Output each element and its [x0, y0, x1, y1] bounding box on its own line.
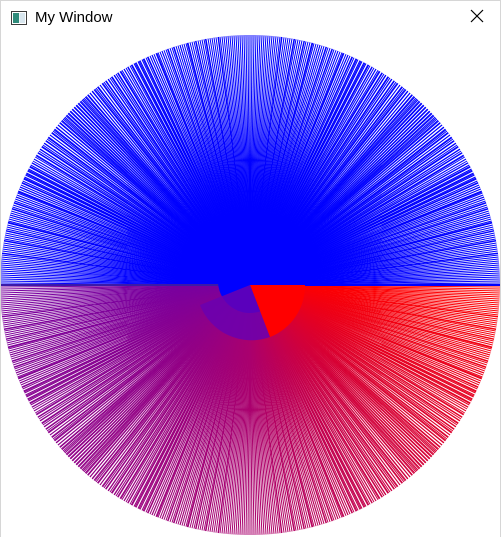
burst-core-purple [200, 285, 270, 341]
burst-line [117, 72, 251, 286]
burst-line [156, 52, 251, 286]
burst-line [249, 68, 377, 286]
burst-line [249, 58, 358, 286]
drawing-canvas[interactable] [1, 35, 500, 537]
burst-line [217, 36, 251, 286]
window-title: My Window [35, 9, 113, 26]
burst-line [249, 36, 283, 286]
burst-line [249, 48, 333, 286]
burst-line [110, 76, 251, 286]
burst-line [130, 64, 251, 286]
burst-line [102, 82, 251, 286]
burst-line [89, 92, 251, 286]
burst-line [249, 92, 411, 286]
burst-line [249, 60, 362, 286]
window-app-icon [11, 11, 27, 25]
burst-core-red [250, 285, 306, 337]
burst-line [96, 86, 251, 286]
burst-line [249, 74, 387, 286]
burst-line [142, 58, 251, 286]
burst-line [172, 46, 251, 286]
burst-line [249, 62, 366, 286]
burst-line [123, 68, 251, 286]
burst-line [249, 42, 314, 286]
burst-line [249, 94, 413, 286]
burst-line [91, 90, 251, 286]
burst-line [249, 78, 393, 286]
burst-line [249, 40, 305, 286]
burst-line [134, 62, 251, 286]
burst-line [161, 50, 251, 286]
burst-line [138, 60, 251, 286]
burst-line [249, 88, 406, 286]
burst-line [249, 72, 383, 286]
burst-line [167, 48, 251, 286]
burst-line [249, 44, 321, 286]
burst-line [113, 74, 251, 286]
burst-line [249, 80, 395, 286]
burst-line [99, 84, 251, 286]
burst-line [151, 54, 251, 286]
burst-line [186, 42, 251, 286]
burst-line [249, 66, 373, 286]
close-icon [470, 9, 484, 28]
burst-line [249, 90, 409, 286]
burst-line [204, 38, 251, 286]
burst-line [249, 38, 296, 286]
burst-line [249, 84, 401, 286]
burst-line [84, 96, 251, 286]
burst-line [249, 54, 349, 286]
burst-line [249, 82, 398, 286]
burst-line [249, 56, 354, 286]
burst-line [127, 66, 251, 286]
burst-line [179, 44, 251, 286]
burst-line [249, 64, 370, 286]
burst-line [249, 50, 339, 286]
burst-line [249, 76, 390, 286]
burst-line [94, 88, 251, 286]
close-button[interactable] [454, 1, 500, 35]
burst-line [249, 70, 380, 286]
burst-line [120, 70, 251, 286]
burst-line [87, 94, 251, 286]
burst-line [249, 96, 416, 286]
burst-line [249, 46, 328, 286]
title-bar[interactable]: My Window [1, 1, 500, 35]
burst-line [146, 56, 251, 286]
burst-line [107, 78, 251, 286]
burst-line [249, 52, 344, 286]
radial-line-burst [1, 35, 500, 535]
burst-line [195, 40, 251, 286]
burst-line [105, 80, 251, 286]
burst-line [249, 86, 404, 286]
